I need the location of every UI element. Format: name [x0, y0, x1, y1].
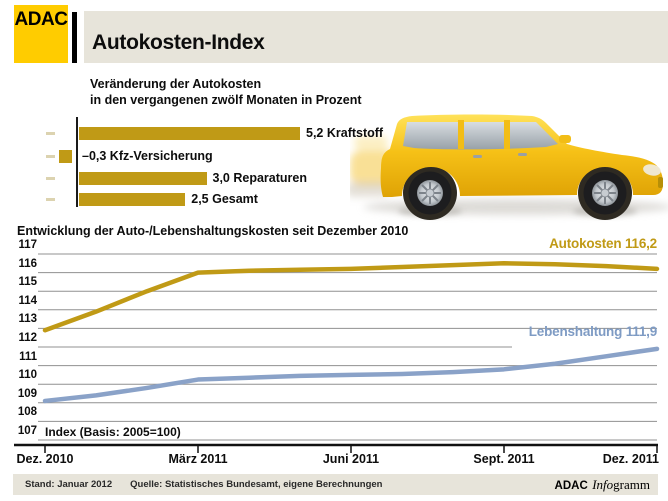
- bar-kfz-versicherung: [59, 150, 72, 163]
- bar-label-kfz-versicherung: –0,3 Kfz-Versicherung: [82, 149, 213, 163]
- y-tick-label-112: 112: [18, 332, 37, 344]
- header-divider: [72, 12, 77, 63]
- y-tick-label-107: 107: [17, 425, 37, 437]
- footer-credit: ADAC Infogramm: [555, 474, 650, 495]
- bar-chart-subtitle-line2: in den vergangenen zwölf Monaten in Proz…: [90, 92, 362, 107]
- adac-logo: ADAC: [14, 5, 68, 63]
- legend-autokosten-value: 116,2: [624, 236, 657, 251]
- x-tick-label-2: Juni 2011: [322, 452, 380, 466]
- y-tick-label-117: 117: [18, 239, 37, 251]
- credit-adac: ADAC: [554, 480, 588, 492]
- legend-lebenshaltung-name: Lebenshaltung: [528, 324, 623, 339]
- y-tick-label-115: 115: [18, 276, 37, 289]
- bar-axis-dash: [46, 177, 55, 180]
- x-tick-label-1: März 2011: [168, 452, 228, 466]
- y-tick-label-109: 109: [17, 387, 37, 400]
- bar-chart-zero-axis: [76, 117, 78, 207]
- y-tick-label-113: 113: [18, 313, 37, 326]
- y-tick-label-110: 110: [18, 369, 37, 382]
- bar-label-kraftstoff: 5,2 Kraftstoff: [306, 126, 384, 140]
- bar-chart-subtitle: Veränderung der Autokosten in den vergan…: [90, 77, 362, 108]
- bar-axis-dash: [46, 198, 55, 201]
- bar-label-gesamt: 2,5 Gesamt: [191, 192, 258, 206]
- legend-lebenshaltung-value: 111,9: [625, 324, 657, 339]
- x-tick-label-4: Dez. 2011: [602, 452, 659, 466]
- footer-band: Stand: Januar 2012 Quelle: Statistisches …: [13, 474, 658, 495]
- title-band: [84, 11, 668, 63]
- bar-label-reparaturen: 3,0 Reparaturen: [212, 171, 307, 185]
- footer-quelle: Quelle: Statistisches Bundesamt, eigene …: [130, 479, 383, 490]
- y-tick-label-108: 108: [17, 406, 37, 419]
- bar-axis-dash: [46, 132, 55, 135]
- index-basis-note: Index (Basis: 2005=100): [45, 425, 181, 439]
- bar-chart-subtitle-line1: Veränderung der Autokosten: [90, 77, 262, 91]
- bar-kraftstoff: [79, 127, 300, 140]
- bar-axis-dash: [46, 155, 55, 158]
- legend-autokosten-name: Autokosten: [549, 236, 622, 251]
- y-tick-label-111: 111: [19, 350, 37, 363]
- page-title: Autokosten-Index: [92, 31, 265, 54]
- legend-lebenshaltung: Lebenshaltung 111,9: [529, 324, 657, 339]
- car-illustration: [350, 114, 668, 220]
- x-tick-label-3: Sept. 2011: [473, 452, 535, 466]
- y-tick-label-116: 116: [18, 257, 37, 270]
- series-line-autokosten: [42, 261, 660, 333]
- x-tick-label-0: Dez. 2010: [16, 452, 74, 466]
- legend-autokosten: Autokosten 116,2: [549, 236, 657, 251]
- bar-gesamt: [79, 193, 186, 206]
- y-tick-label-114: 114: [18, 294, 37, 307]
- line-chart-title: Entwicklung der Auto-/Lebenshaltungskost…: [17, 224, 409, 238]
- footer-stand: Stand: Januar 2012: [25, 479, 113, 490]
- bar-reparaturen: [79, 172, 207, 185]
- adac-logo-text: ADAC: [14, 9, 68, 30]
- series-line-lebenshaltung: [42, 346, 660, 404]
- credit-infogramm: Infogramm: [592, 477, 650, 492]
- footer-source: Stand: Januar 2012 Quelle: Statistisches …: [25, 474, 400, 495]
